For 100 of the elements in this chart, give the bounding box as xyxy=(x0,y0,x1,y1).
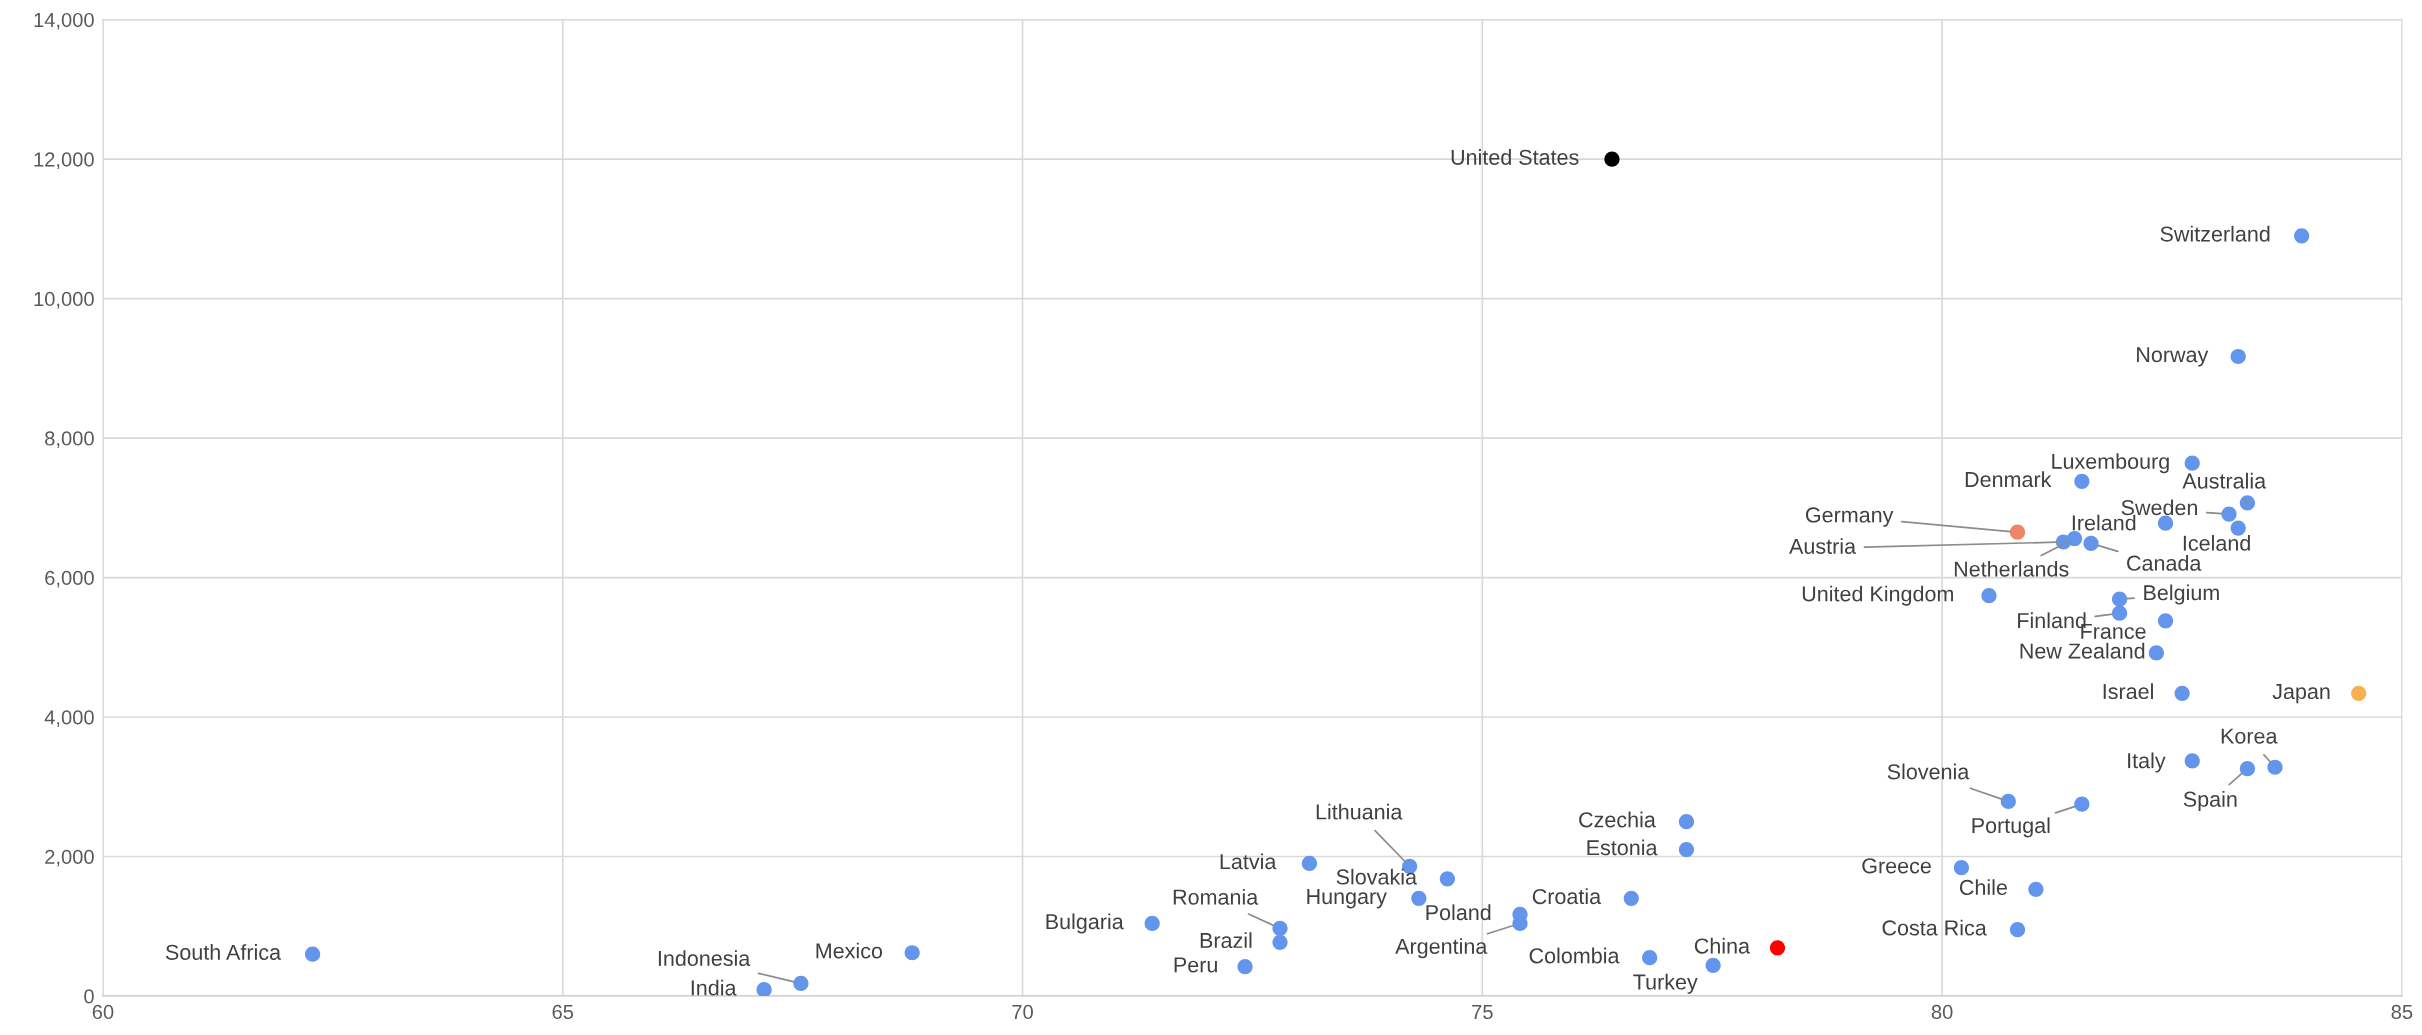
point xyxy=(2230,520,2246,536)
annotation: Greece xyxy=(1862,858,1931,874)
annotation: Belgium xyxy=(2144,584,2219,605)
annotation: Switzerland xyxy=(2160,225,2270,242)
point xyxy=(1301,855,1318,872)
point xyxy=(1272,934,1288,950)
point xyxy=(1411,890,1427,906)
point xyxy=(2221,506,2237,522)
y-tick-label: 2,000 xyxy=(45,849,94,867)
annotation: South Africa xyxy=(165,944,282,960)
annotation: Turkey xyxy=(1633,973,1698,994)
annotation: Denmark xyxy=(1965,471,2052,488)
annotation: Latvia xyxy=(1220,853,1277,870)
point xyxy=(1272,920,1288,936)
annotation: Iceland xyxy=(2183,535,2250,551)
point xyxy=(304,946,321,962)
point xyxy=(1769,940,1786,956)
point xyxy=(2074,473,2090,489)
annotation: Italy xyxy=(2128,752,2166,773)
annotation: Germany xyxy=(1805,507,1894,527)
annotation: Brazil xyxy=(1200,932,1252,949)
annotation: Lithuania xyxy=(1316,803,1403,820)
annotation: Japan xyxy=(2272,684,2330,704)
point xyxy=(2184,753,2200,769)
point xyxy=(2157,515,2174,531)
annotation: United States xyxy=(1451,149,1579,165)
y-tick-label: 8,000 xyxy=(45,431,94,448)
annotation: Peru xyxy=(1174,957,1217,973)
annotation: United Kingdom xyxy=(1802,585,1953,606)
point xyxy=(2111,591,2128,607)
point xyxy=(2083,535,2099,551)
annotation: Hungary xyxy=(1307,889,1387,909)
point xyxy=(1678,841,1695,858)
y-tick-label: 4,000 xyxy=(44,710,94,727)
point xyxy=(2009,922,2026,938)
x-tick-label: 60 xyxy=(92,1004,114,1020)
annotation: Sweden xyxy=(2121,499,2198,516)
annotation: Slovenia xyxy=(1887,763,1970,780)
annotation: Israel xyxy=(2103,683,2153,700)
annotation: Korea xyxy=(2221,728,2278,744)
y-tick-label: 14,000 xyxy=(34,12,94,30)
point xyxy=(2148,645,2164,661)
point xyxy=(2074,796,2090,812)
point xyxy=(2239,761,2256,777)
point xyxy=(2267,759,2283,775)
annotation: Ireland xyxy=(2072,514,2136,531)
point xyxy=(2294,228,2310,244)
point xyxy=(2184,455,2200,471)
annotation: Norway xyxy=(2137,347,2209,367)
annotation: Chile xyxy=(1959,879,2007,896)
x-tick-label: 65 xyxy=(552,1004,574,1020)
y-tick-label: 10,000 xyxy=(34,291,94,309)
annotation: Estonia xyxy=(1587,839,1658,856)
x-tick-label: 85 xyxy=(2391,1004,2413,1020)
annotation: Slovakia xyxy=(1336,868,1417,885)
y-tick-label: 12,000 xyxy=(34,152,94,170)
annotation: Portugal xyxy=(1972,817,2050,838)
point xyxy=(793,975,809,992)
annotation: Bulgaria xyxy=(1046,913,1124,934)
annotation: Australia xyxy=(2182,472,2267,489)
annotation: Croatia xyxy=(1532,888,1602,905)
point xyxy=(2230,348,2246,365)
point xyxy=(904,945,920,961)
annotation: China xyxy=(1694,937,1751,954)
y-tick-label: 6,000 xyxy=(45,570,94,588)
annotation: Indonesia xyxy=(658,950,751,967)
annotation: Argentina xyxy=(1395,938,1488,959)
point xyxy=(2239,495,2256,511)
point xyxy=(2028,881,2044,897)
x-tick-label: 75 xyxy=(1472,1005,1493,1020)
annotation: Poland xyxy=(1426,904,1491,921)
point xyxy=(1642,950,1658,966)
point xyxy=(2066,530,2083,547)
point xyxy=(2157,613,2174,629)
annotation: Luxembourg xyxy=(2052,453,2169,474)
annotation: New Zealand xyxy=(2020,642,2145,659)
point xyxy=(2009,524,2026,540)
point xyxy=(1237,959,1253,975)
point xyxy=(2000,793,2016,810)
point xyxy=(1144,915,1160,932)
annotation: India xyxy=(691,979,737,996)
point xyxy=(2111,605,2128,621)
annotation: Czechia xyxy=(1579,811,1656,828)
point xyxy=(756,982,772,996)
point xyxy=(1705,957,1721,973)
point xyxy=(1439,871,1455,887)
annotation: Colombia xyxy=(1529,947,1620,964)
annotation: Spain xyxy=(2183,791,2237,812)
point xyxy=(1953,860,1970,876)
annotation: Canada xyxy=(2127,554,2202,571)
point xyxy=(1623,890,1639,906)
annotation: Costa Rica xyxy=(1882,919,1987,936)
point xyxy=(1678,814,1695,830)
y-tick-label: 0 xyxy=(84,989,94,1004)
annotation: Mexico xyxy=(816,942,883,959)
point xyxy=(1604,151,1620,167)
x-tick-label: 80 xyxy=(1931,1004,1953,1020)
point xyxy=(2351,685,2367,701)
annotation: Austria xyxy=(1789,538,1857,554)
x-tick-label: 70 xyxy=(1012,1004,1033,1020)
